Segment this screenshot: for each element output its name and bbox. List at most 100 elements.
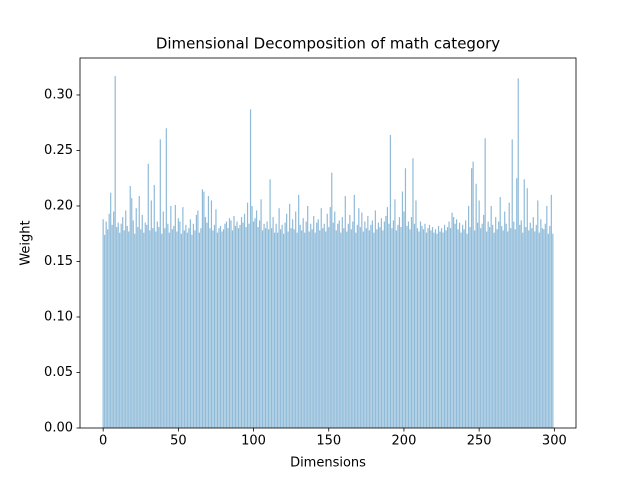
bar bbox=[462, 224, 464, 428]
bar bbox=[120, 223, 122, 428]
bar bbox=[391, 228, 393, 428]
bar bbox=[129, 185, 131, 428]
bar bbox=[388, 223, 390, 428]
bar bbox=[116, 227, 118, 428]
bar bbox=[170, 205, 172, 428]
bar bbox=[547, 233, 549, 428]
bar bbox=[370, 224, 372, 428]
bar bbox=[513, 221, 515, 428]
bar bbox=[352, 221, 354, 428]
bar bbox=[119, 232, 121, 428]
bar bbox=[254, 218, 256, 428]
bar bbox=[440, 228, 443, 428]
bar bbox=[304, 232, 306, 428]
bar bbox=[201, 189, 204, 428]
x-tick-label: 200 bbox=[392, 434, 417, 449]
bar bbox=[541, 228, 543, 428]
bar bbox=[210, 200, 213, 428]
bar bbox=[322, 228, 324, 428]
bar bbox=[525, 227, 527, 428]
bar bbox=[466, 233, 468, 428]
bar bbox=[483, 214, 485, 428]
bar bbox=[442, 232, 444, 428]
bar bbox=[413, 223, 416, 428]
bar bbox=[230, 220, 232, 428]
bar bbox=[126, 225, 128, 428]
bar bbox=[398, 217, 401, 428]
bar bbox=[267, 229, 270, 428]
bar bbox=[234, 225, 237, 428]
bar bbox=[400, 227, 402, 428]
bar bbox=[164, 228, 166, 428]
bar bbox=[460, 232, 462, 428]
bar bbox=[114, 76, 116, 428]
x-tick-label: 300 bbox=[542, 434, 567, 449]
bar bbox=[458, 222, 461, 428]
bar bbox=[263, 223, 265, 428]
bar bbox=[251, 205, 253, 428]
bar bbox=[228, 218, 231, 428]
bar bbox=[371, 220, 373, 428]
bar bbox=[472, 161, 474, 428]
bar bbox=[311, 229, 313, 428]
bar bbox=[162, 211, 164, 428]
y-tick-label: 0.10 bbox=[44, 309, 73, 324]
bar bbox=[484, 138, 486, 428]
bar bbox=[403, 211, 405, 428]
bar bbox=[246, 202, 249, 428]
x-tick-label: 250 bbox=[467, 434, 492, 449]
bar bbox=[368, 230, 370, 428]
bar bbox=[110, 192, 112, 428]
bar bbox=[465, 220, 467, 428]
bar bbox=[434, 229, 437, 428]
bar bbox=[421, 225, 423, 428]
bar bbox=[474, 230, 476, 428]
bar bbox=[493, 232, 495, 428]
bar bbox=[186, 232, 188, 428]
y-tick-label: 0.30 bbox=[44, 87, 73, 102]
bar bbox=[104, 234, 106, 428]
bar bbox=[258, 220, 261, 428]
bar bbox=[134, 233, 136, 428]
bar bbox=[439, 231, 441, 428]
bar bbox=[249, 109, 252, 429]
bar bbox=[158, 227, 160, 428]
bar bbox=[410, 217, 413, 428]
bar bbox=[140, 229, 142, 428]
bar bbox=[379, 227, 381, 428]
bar bbox=[522, 232, 524, 428]
bar bbox=[517, 78, 519, 428]
bar bbox=[433, 232, 435, 428]
bar bbox=[471, 168, 473, 429]
bar bbox=[552, 233, 554, 428]
bar bbox=[416, 228, 419, 428]
bar bbox=[406, 225, 408, 428]
bar bbox=[365, 228, 367, 428]
bar bbox=[481, 223, 483, 428]
bar bbox=[383, 221, 385, 428]
bar bbox=[215, 209, 217, 428]
bar bbox=[437, 225, 440, 428]
bar bbox=[221, 231, 223, 428]
plot-frame bbox=[79, 57, 577, 429]
bar bbox=[510, 228, 512, 428]
bar bbox=[248, 223, 250, 428]
bar bbox=[404, 168, 407, 429]
y-tick-label: 0.00 bbox=[44, 421, 73, 436]
bar bbox=[243, 213, 246, 428]
bar bbox=[358, 208, 360, 428]
y-tick-label: 0.20 bbox=[44, 198, 73, 213]
bar bbox=[200, 228, 202, 428]
bar bbox=[328, 227, 330, 428]
bar bbox=[361, 212, 363, 428]
bar bbox=[146, 224, 148, 428]
bar bbox=[504, 211, 506, 428]
bar bbox=[227, 228, 229, 428]
bar bbox=[188, 228, 190, 428]
bar bbox=[452, 217, 455, 428]
x-tick-label: 50 bbox=[170, 434, 187, 449]
bar bbox=[475, 183, 477, 428]
bar bbox=[529, 222, 531, 428]
